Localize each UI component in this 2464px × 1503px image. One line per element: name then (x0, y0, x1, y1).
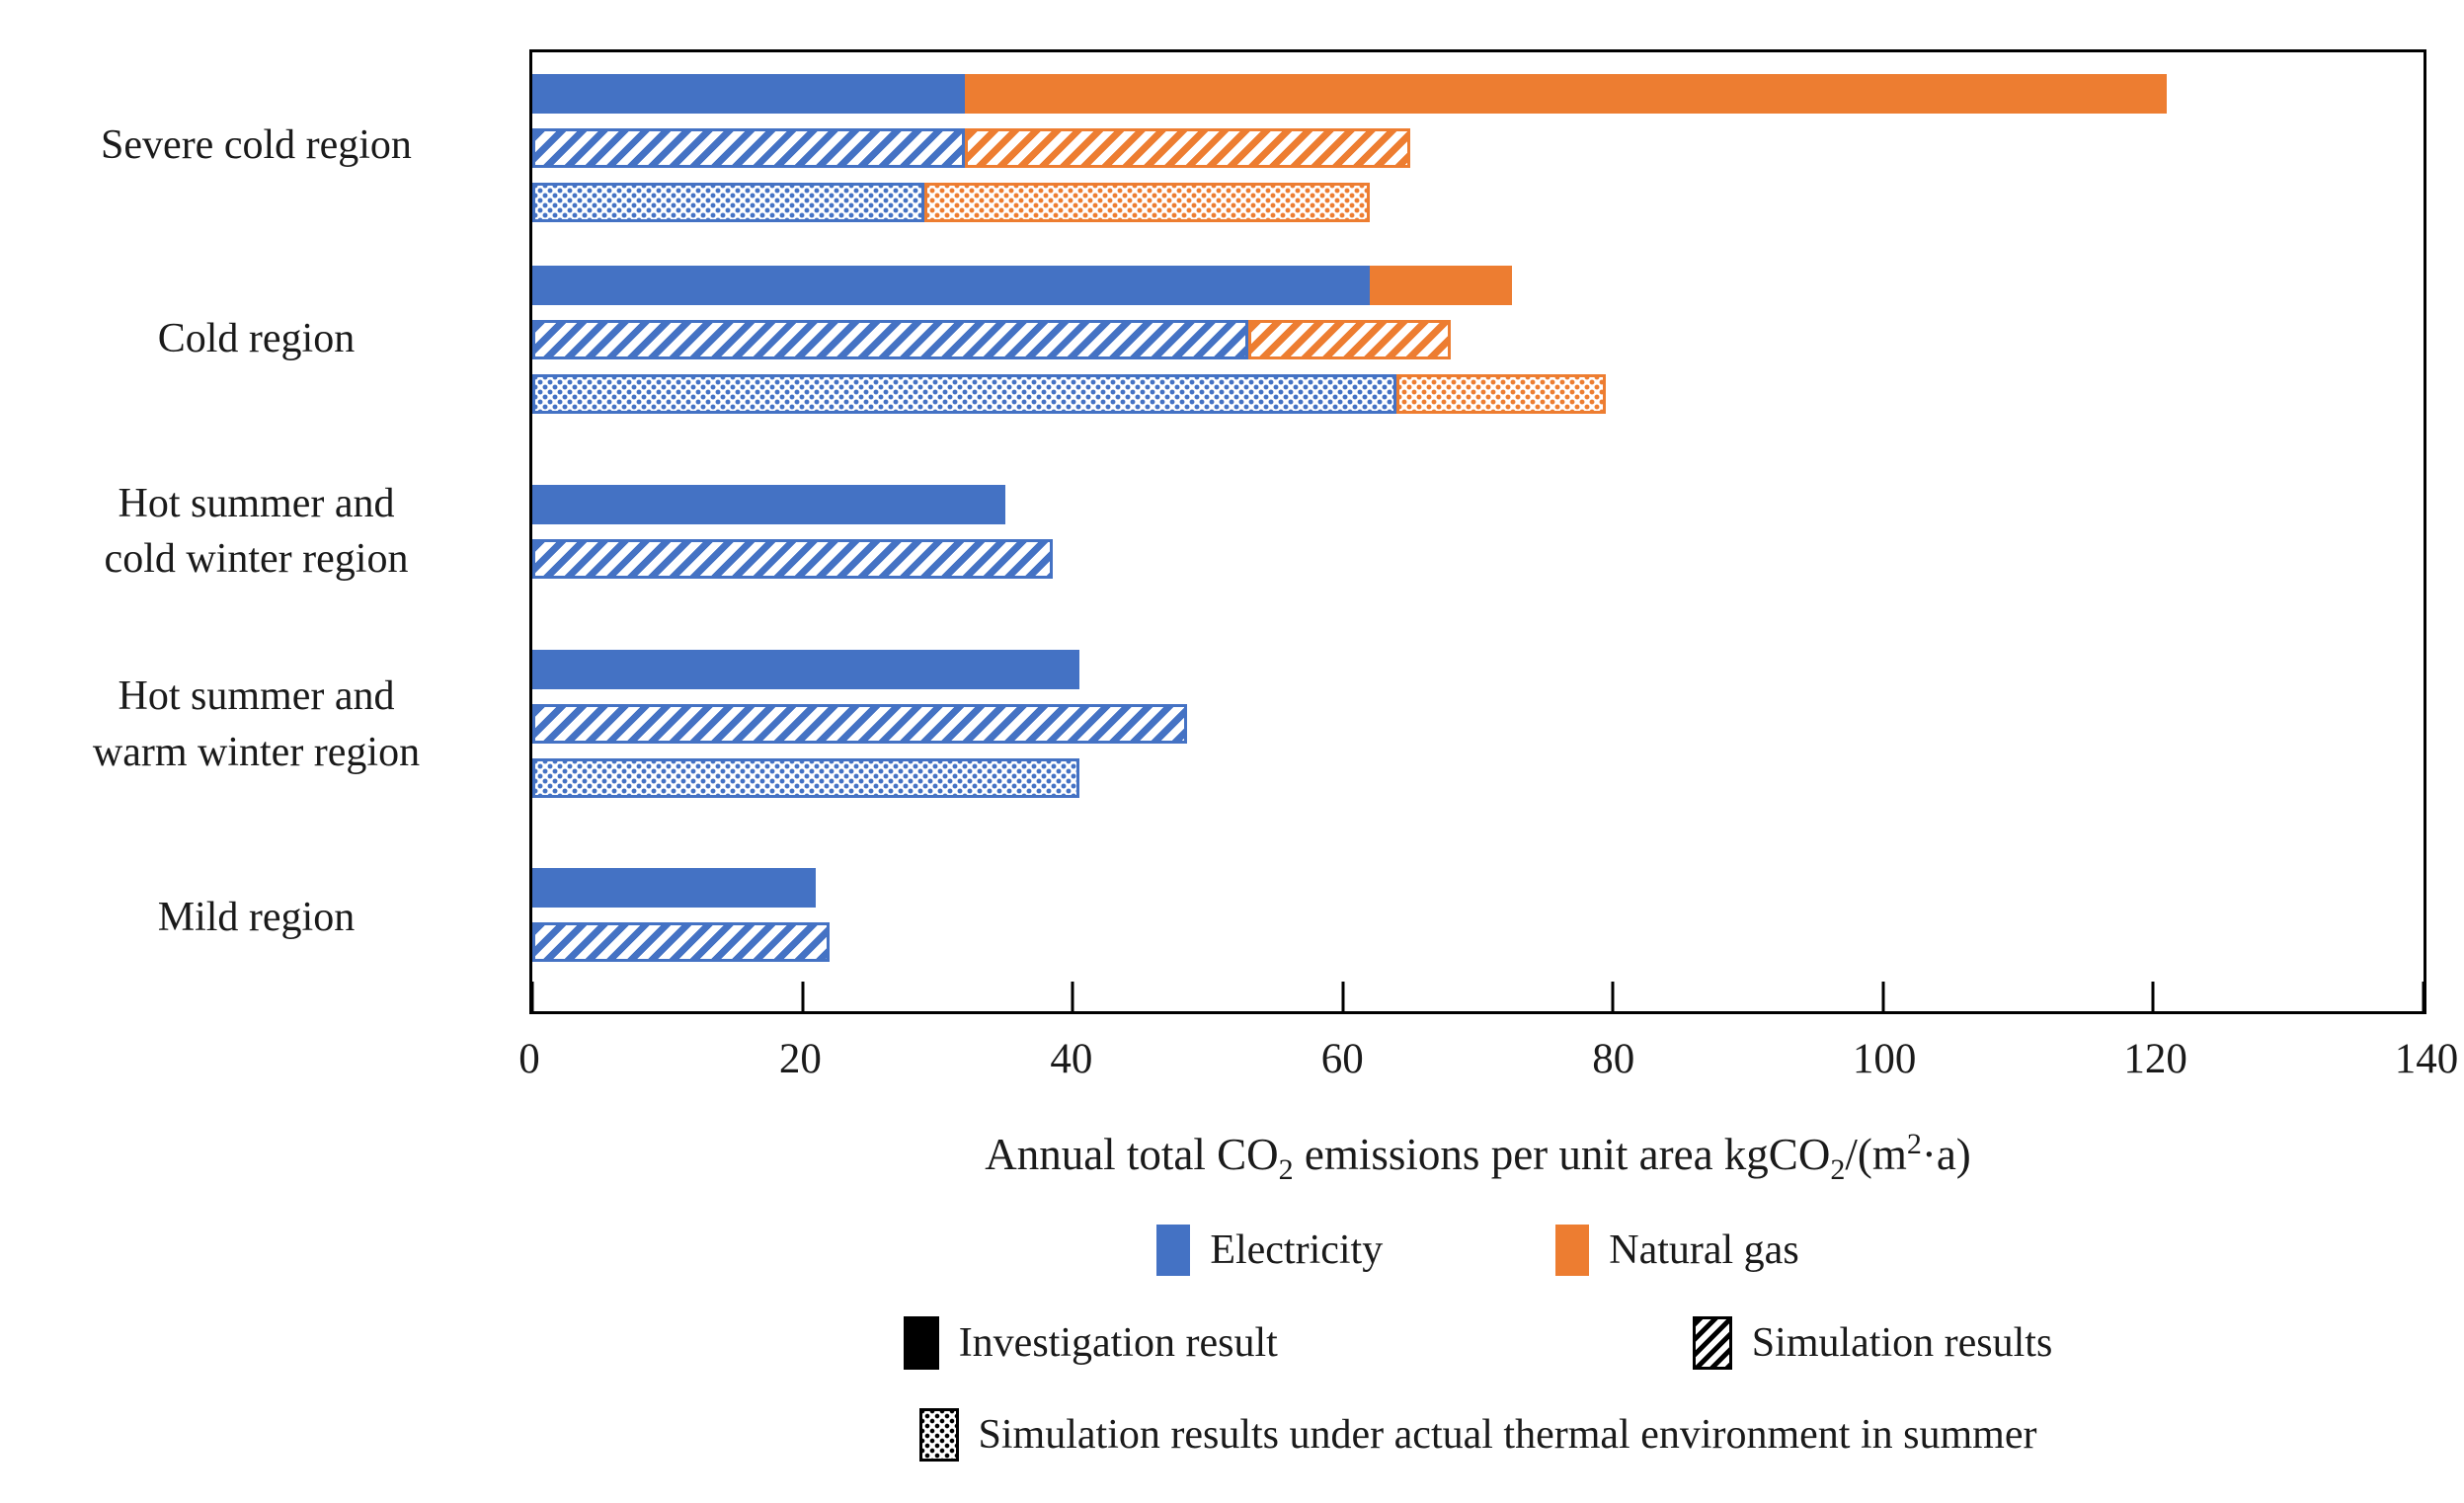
category-label-3: Hot summer and warm winter region (12, 628, 501, 821)
bar-row-simulation (532, 538, 2424, 579)
legend-row-series: Electricity Natural gas (529, 1225, 2426, 1276)
legend-item-investigation: Investigation result (903, 1316, 1278, 1370)
category-label-line: Hot summer and (118, 480, 395, 526)
bar-row-simulation (532, 922, 2424, 963)
bar-segment-simulation-electricity (532, 320, 1248, 360)
bar-segment-simulation_summer-electricity (532, 374, 1397, 415)
bar-segment-simulation-electricity (532, 128, 965, 169)
x-title-text: Annual total CO (985, 1130, 1279, 1179)
legend-row-summer: Simulation results under actual thermal … (529, 1408, 2426, 1462)
category-label-2: Hot summer and cold winter region (12, 435, 501, 628)
x-axis-title: Annual total CO2 emissions per unit area… (529, 1128, 2426, 1187)
x-title-sub: 2 (1830, 1153, 1846, 1186)
bar-segment-simulation_summer-electricity (532, 757, 1079, 798)
plot-area (529, 49, 2426, 1014)
category-label-line: warm winter region (92, 729, 421, 775)
bar-row-simulation_summer (532, 183, 2424, 223)
x-tick-label-80: 80 (1592, 1036, 1635, 1082)
category-label-line: Hot summer and (118, 673, 395, 720)
bar-group-1 (532, 244, 2424, 435)
x-tick-0 (530, 982, 534, 1011)
category-label-line: cold winter region (104, 536, 409, 583)
x-title-sub: 2 (1278, 1153, 1294, 1186)
x-title-text: ·a) (1921, 1130, 1971, 1179)
x-tick-40 (1071, 982, 1074, 1011)
bar-row-simulation (532, 320, 2424, 360)
x-tick-140 (2422, 982, 2425, 1011)
bar-group-2 (532, 435, 2424, 627)
x-tick-label-20: 20 (778, 1036, 822, 1082)
x-tick-label-60: 60 (1320, 1036, 1364, 1082)
x-tick-labels: 0 20 40 60 80 100 120 140 (518, 1035, 2458, 1094)
bar-row-investigation (532, 868, 2424, 909)
x-title-sup: 2 (1906, 1128, 1922, 1160)
x-tick-label-100: 100 (1852, 1036, 1917, 1082)
category-label-line: Mild region (157, 894, 356, 940)
bar-segment-simulation-electricity (532, 538, 1053, 579)
x-tick-label-140: 140 (2394, 1036, 2459, 1082)
legend-item-simulation: Simulation results (1692, 1316, 2053, 1370)
bar-segment-investigation-electricity (532, 266, 1371, 306)
bar-group-3 (532, 628, 2424, 820)
x-tick-120 (2151, 982, 2155, 1011)
x-tick-80 (1611, 982, 1615, 1011)
bar-group-0 (532, 52, 2424, 244)
bar-segment-simulation_summer-electricity (532, 183, 924, 223)
x-tick-20 (801, 982, 805, 1011)
bar-row-simulation_summer (532, 757, 2424, 798)
bar-segment-simulation_summer-natural_gas (923, 183, 1371, 223)
category-label-line: Cold region (157, 315, 356, 361)
category-label-4: Mild region (12, 822, 501, 1014)
natural-gas-swatch-icon (1555, 1225, 1590, 1276)
x-tick-label-0: 0 (518, 1036, 540, 1082)
legend-label-electricity: Electricity (1210, 1227, 1384, 1273)
bar-segment-simulation-electricity (532, 703, 1188, 744)
bar-row-simulation (532, 128, 2424, 169)
x-tick-60 (1341, 982, 1345, 1011)
bar-segment-investigation-electricity (532, 649, 1079, 689)
category-label-0: Severe cold region (12, 49, 501, 242)
legend-label-simulation: Simulation results (1751, 1320, 2053, 1366)
bar-segment-simulation-natural_gas (1247, 320, 1452, 360)
bar-row-investigation (532, 266, 2424, 306)
category-label-line: Severe cold region (101, 122, 412, 169)
legend-item-electricity: Electricity (1156, 1225, 1383, 1276)
x-title-text: /(m (1845, 1130, 1907, 1179)
bar-segment-investigation-natural_gas (1370, 266, 1512, 306)
category-labels: Severe cold region Cold region Hot summer … (12, 49, 501, 1014)
bar-group-4 (532, 820, 2424, 1011)
bar-row-investigation (532, 74, 2424, 115)
x-tick-100 (1881, 982, 1885, 1011)
legend-label-natural-gas: Natural gas (1609, 1227, 1799, 1273)
bar-segment-simulation-electricity (532, 922, 830, 963)
bar-segment-investigation-electricity (532, 74, 965, 115)
bar-row-simulation (532, 703, 2424, 744)
legend-label-simulation-summer: Simulation results under actual thermal … (978, 1412, 2037, 1458)
x-title-text: emissions per unit area kgCO (1293, 1130, 1831, 1179)
bar-row-investigation (532, 484, 2424, 524)
investigation-swatch-icon (903, 1316, 939, 1370)
simulation-hatch-swatch-icon (1692, 1316, 1732, 1370)
bar-segment-simulation-natural_gas (964, 128, 1411, 169)
x-tick-label-120: 120 (2123, 1036, 2187, 1082)
bar-row-investigation (532, 649, 2424, 689)
bar-segment-simulation_summer-natural_gas (1396, 374, 1607, 415)
bar-row-simulation_summer (532, 374, 2424, 415)
electricity-swatch-icon (1156, 1225, 1191, 1276)
legend-row-styles: Investigation result Simulation results (529, 1316, 2426, 1370)
legend-item-simulation-summer: Simulation results under actual thermal … (918, 1408, 2037, 1462)
legend-label-investigation: Investigation result (958, 1320, 1278, 1366)
legend-item-natural-gas: Natural gas (1555, 1225, 1799, 1276)
category-label-1: Cold region (12, 242, 501, 435)
bar-segment-investigation-electricity (532, 484, 1005, 524)
bar-segment-investigation-natural_gas (964, 74, 2168, 115)
x-tick-label-40: 40 (1050, 1036, 1093, 1082)
bar-segment-investigation-electricity (532, 868, 817, 909)
simulation-summer-dots-swatch-icon (918, 1408, 959, 1462)
